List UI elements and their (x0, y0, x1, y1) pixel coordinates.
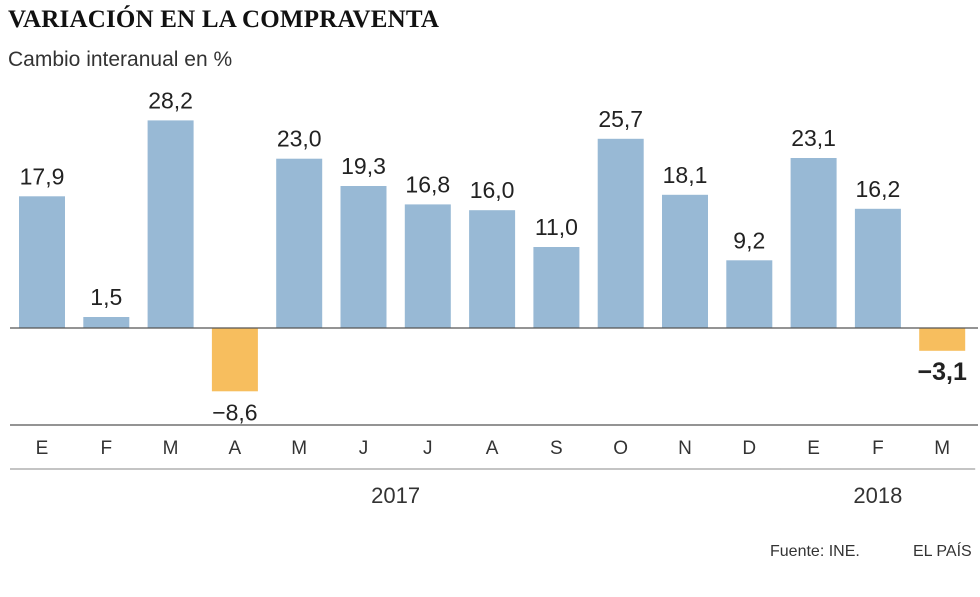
x-tick-label: D (742, 438, 756, 459)
x-tick-label: A (229, 438, 242, 459)
x-tick-label: N (678, 438, 692, 459)
bar (597, 138, 644, 328)
bar (854, 208, 901, 328)
bar (340, 186, 387, 328)
bar (276, 158, 323, 328)
x-tick-label: M (934, 438, 950, 459)
bar (662, 194, 708, 328)
bar-value-label: −3,1 (918, 358, 967, 386)
bar-value-label: 25,7 (598, 106, 643, 132)
bar (919, 328, 966, 351)
bar-value-label: 16,2 (856, 176, 901, 202)
bar-value-label: 19,3 (341, 153, 386, 179)
source-note: Fuente: INE. (770, 543, 860, 560)
bar-value-label: 16,0 (470, 177, 515, 203)
x-tick-label: E (36, 438, 49, 459)
chart-title: VARIACIÓN EN LA COMPRAVENTA (8, 6, 440, 33)
x-tick-label: F (872, 438, 884, 459)
bar (790, 158, 837, 328)
x-tick-label: E (807, 438, 820, 459)
bar (533, 247, 580, 328)
bar-value-label: 23,0 (277, 126, 322, 152)
x-tick-label: O (613, 438, 628, 459)
bar-value-label: 23,1 (791, 125, 836, 151)
bar-value-label: 9,2 (733, 227, 765, 253)
x-tick-label: M (163, 438, 179, 459)
bar (726, 260, 773, 328)
x-tick-label: A (486, 438, 499, 459)
bar-value-label: 1,5 (90, 284, 122, 310)
bar-value-label: 11,0 (535, 214, 578, 240)
chart-subtitle: Cambio interanual en % (8, 48, 233, 71)
year-group-label: 2018 (853, 483, 902, 508)
bar (404, 204, 451, 328)
x-tick-label: J (359, 438, 369, 459)
bar-value-label: −8,6 (212, 399, 257, 425)
x-tick-label: M (291, 438, 307, 459)
x-tick-label: F (100, 438, 112, 459)
brand-label: EL PAÍS (913, 543, 972, 560)
bar (147, 120, 194, 329)
bar-value-label: 16,8 (405, 171, 450, 197)
bar-value-label: 28,2 (148, 87, 193, 113)
bar (19, 196, 65, 328)
x-tick-label: J (423, 438, 433, 459)
bar-value-label: 17,9 (20, 163, 65, 189)
year-group-label: 2017 (371, 483, 420, 508)
bar (83, 317, 130, 328)
bar (211, 328, 258, 392)
bar-value-label: 18,1 (663, 162, 708, 188)
x-tick-label: S (550, 438, 563, 459)
bar (469, 210, 516, 328)
